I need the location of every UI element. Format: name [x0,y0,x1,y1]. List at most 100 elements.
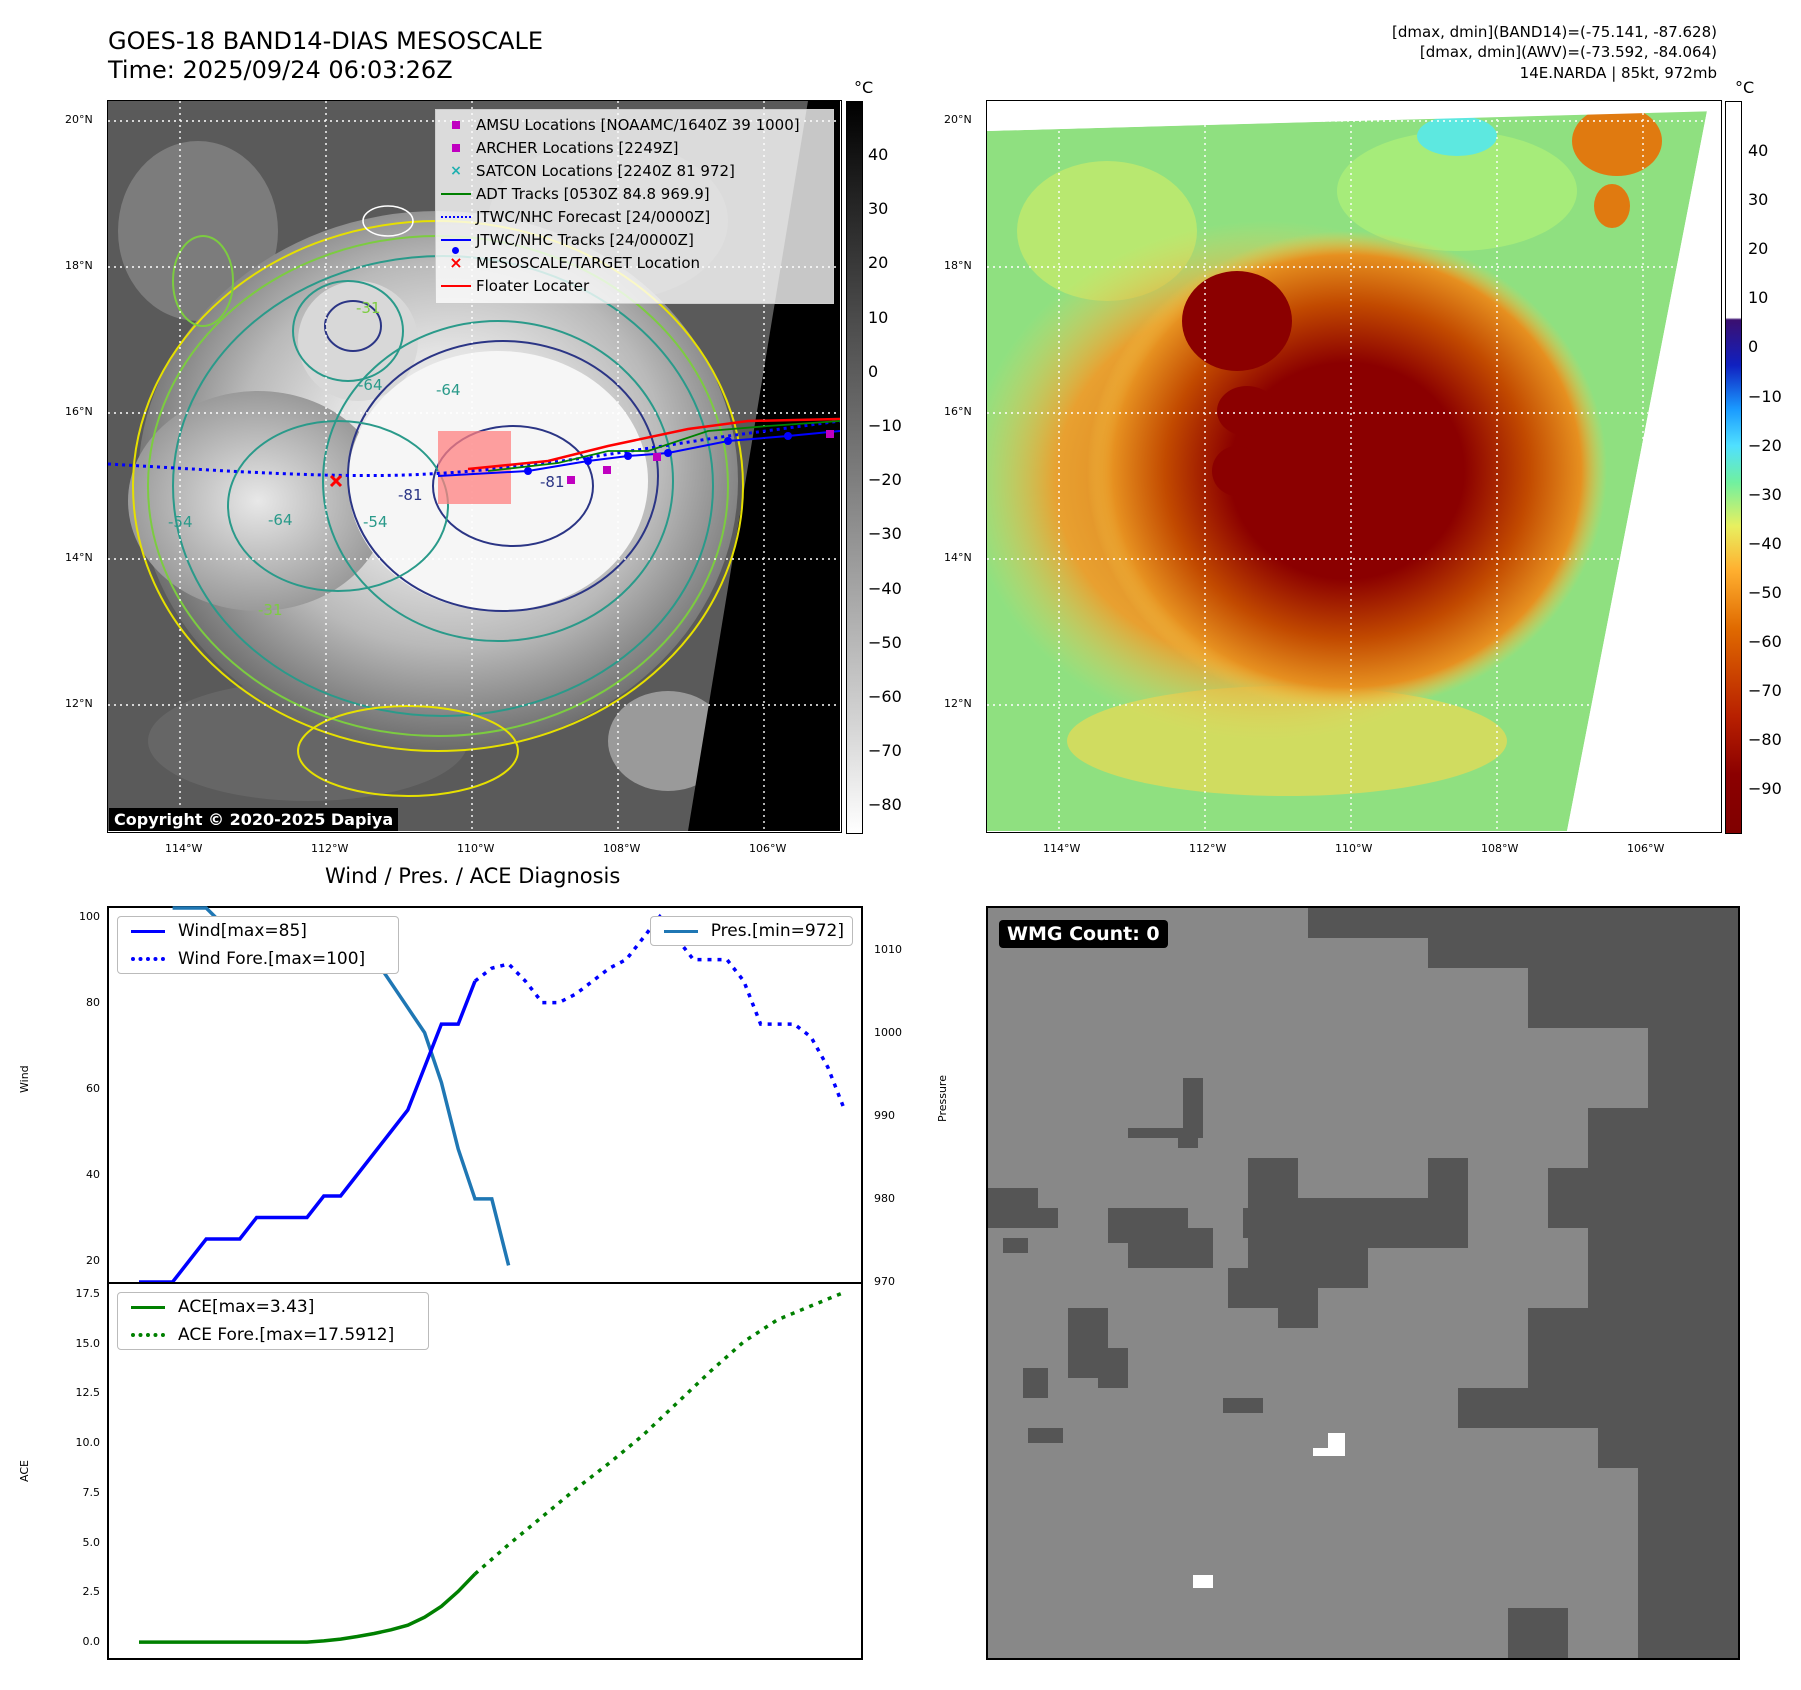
contour-label: -54 [168,513,193,531]
ace-axis-tick: 0.0 [82,1635,101,1649]
legend-item-floater: Floater Locater [436,274,833,297]
ace-axis-tick: 7.5 [82,1485,101,1499]
legend-item-satcon: × SATCON Locations [2240Z 81 972] [450,161,735,180]
lon-tick: 110°W [1335,842,1373,855]
contour-label: -31 [356,299,381,317]
wind-line-icon [131,929,165,933]
awv-colorbar-tick: −10 [1748,386,1782,406]
ir-colorbar-tick: 40 [868,145,889,164]
info-band14: [dmax, dmin](BAND14)=(-75.141, -87.628) [1392,23,1717,41]
ir-colorbar-tick: 20 [868,253,889,273]
awv-colorbar-tick: 0 [1748,337,1759,357]
ir-colorbar [846,101,863,834]
ace-legend: ACE[max=3.43] ACE Fore.[max=17.5912] [117,1292,429,1350]
ir-colorbar-tick: 0 [868,361,879,381]
ir-colorbar-tick: −40 [868,578,902,598]
ir-colorbar-tick: −60 [868,687,902,706]
ace-axis-tick: 5.0 [82,1535,101,1549]
lon-tick: 112°W [1189,842,1227,855]
awv-colorbar-tick: −50 [1748,582,1782,602]
awv-colorbar-tick: 20 [1748,239,1769,259]
awv-satellite-image [987,101,1720,831]
wind-axis-tick: 100 [79,909,100,923]
contour-label: -64 [268,511,293,529]
target-marker-icon: × [449,253,463,272]
lon-tick: 108°W [603,842,641,855]
awv-satellite-map [986,100,1722,833]
wind-line [139,980,477,1284]
figure-title-line1: GOES-18 BAND14-DIAS MESOSCALE [108,27,544,55]
ace-line [139,1572,477,1644]
lon-tick: 112°W [311,842,349,855]
legend-item-target: × MESOSCALE/TARGET Location [449,253,701,272]
ir-colorbar-tick: −10 [868,416,902,435]
legend-wind-forecast: Wind Fore.[max=100] [118,945,398,973]
ir-colorbar-tick: −70 [868,741,902,761]
ace-axis-tick: 2.5 [82,1585,101,1599]
info-storm: 14E.NARDA | 85kt, 972mb [1519,64,1717,82]
ace-axis-tick: 15.0 [75,1336,101,1350]
legend-wind: Wind[max=85] [118,917,398,945]
forecast-line-icon [441,215,471,218]
ace-forecast-line [473,1290,846,1576]
pressure-axis-tick: 990 [874,1108,895,1122]
legend-item-forecast: JTWC/NHC Forecast [24/0000Z] [436,205,833,228]
pressure-legend: Pres.[min=972] [649,916,853,946]
lon-tick: 114°W [1043,842,1081,855]
ir-colorbar-tick: −20 [868,470,902,490]
ace-plot [139,1290,846,1644]
wmg-panel: WMG Count: 0 [986,906,1740,1660]
figure-title-line2: Time: 2025/09/24 06:03:26Z [108,56,453,84]
adt-line-icon [441,192,471,195]
awv-colorbar-tick: −90 [1748,779,1782,799]
awv-colorbar-tick: −40 [1748,533,1782,553]
tracks-line-icon [441,238,471,241]
floater-line-icon [441,284,471,287]
ir-colorbar-tick: 10 [868,307,889,327]
pressure-axis-tick: 1010 [874,942,902,956]
wmg-count-badge: WMG Count: 0 [999,920,1168,948]
legend-ace: ACE[max=3.43] [118,1293,428,1321]
lat-tick: 18°N [944,259,972,272]
wind-axis-tick: 40 [86,1167,100,1181]
ace-chart: ACE[max=3.43] ACE Fore.[max=17.5912] [107,1282,863,1660]
ir-colorbar-tick: −50 [868,632,902,652]
lon-tick: 106°W [1627,842,1665,855]
lon-tick: 114°W [165,842,203,855]
ace-line-icon [131,1305,165,1309]
awv-colorbar-unit: °C [1735,78,1755,97]
pressure-axis-tick: 970 [874,1275,895,1288]
ir-satellite-map: -64 -54 -31 -64 -81 -81 -54 -31 -64 AMSU… [107,100,842,833]
lat-tick: 20°N [944,113,972,126]
lat-tick: 12°N [944,697,972,710]
ace-axis-label: ACE [18,1460,31,1482]
pressure-line-icon [663,929,698,933]
satcon-marker-icon: × [450,162,462,179]
legend-item-adt: ADT Tracks [0530Z 84.8 969.9] [436,182,833,205]
diagnosis-title: Wind / Pres. / ACE Diagnosis [325,864,621,888]
pressure-axis-tick: 1000 [874,1025,902,1039]
awv-colorbar [1725,101,1742,834]
contour-label: -31 [258,601,283,619]
copyright-notice: Copyright © 2020-2025 Dapiya [109,808,399,831]
archer-marker-icon [452,143,460,152]
lat-tick: 20°N [65,113,93,126]
lat-tick: 14°N [944,551,972,564]
legend-pressure: Pres.[min=972] [651,917,852,945]
wind-axis-tick: 20 [86,1253,100,1267]
ir-colorbar-tick: 30 [868,199,889,219]
lat-tick: 16°N [65,405,93,418]
awv-colorbar-tick: −70 [1748,681,1782,701]
lat-tick: 14°N [65,551,93,564]
ir-colorbar-tick: −30 [868,524,902,544]
legend-item-tracks: JTWC/NHC Tracks [24/0000Z] [436,228,833,254]
contour-label: -81 [398,486,423,504]
contour-label: -81 [540,473,565,491]
awv-colorbar-tick: −60 [1748,632,1782,651]
amsu-marker-icon [452,120,460,129]
ace-axis-tick: 12.5 [75,1386,101,1400]
wind-forecast-line-icon [131,957,165,961]
lat-tick: 16°N [944,405,972,418]
awv-colorbar-tick: −30 [1748,484,1782,504]
awv-colorbar-tick: −20 [1748,435,1782,455]
